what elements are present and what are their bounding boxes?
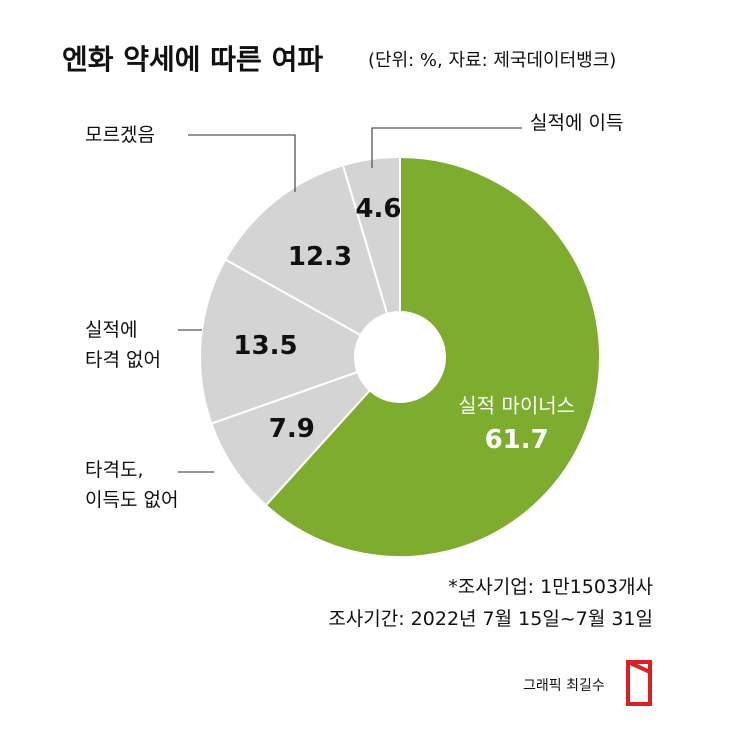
leader-line	[371, 127, 522, 168]
credit-logo	[626, 660, 652, 706]
value-label: 13.5	[233, 330, 298, 361]
leader-lines	[178, 127, 522, 473]
note: 조사기간: 2022년 7월 15일~7월 31일	[328, 608, 653, 630]
note: *조사기업: 1만1503개사	[448, 576, 653, 598]
donut-slice	[210, 370, 372, 507]
value-label: 7.9	[268, 414, 315, 445]
slice-label: 실적 마이너스	[458, 393, 576, 418]
donut-slice	[341, 155, 401, 316]
category-label: 모르겠음	[85, 124, 155, 146]
donut-slice	[223, 164, 389, 337]
chart-title: 엔화 약세에 따른 여파	[62, 43, 324, 76]
category-label: 타격도, 이득도 없어	[85, 459, 179, 511]
credit: 그래픽 최길수	[523, 678, 605, 694]
leader-line	[188, 134, 296, 192]
donut-slice	[199, 258, 363, 425]
value-label: 61.7	[484, 424, 549, 455]
category-label: 실적에 타격 없어	[85, 319, 161, 371]
category-label: 실적에 이득	[530, 112, 624, 134]
value-label: 4.6	[355, 193, 402, 224]
value-label: 12.3	[287, 242, 353, 273]
chart-subtitle: (단위: %, 자료: 제국데이터뱅크)	[368, 50, 617, 71]
donut-slice	[264, 155, 601, 558]
